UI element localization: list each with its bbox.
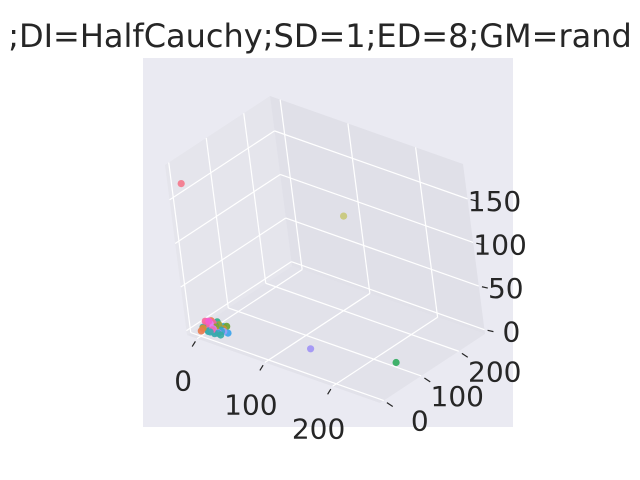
data-point: [197, 327, 205, 335]
data-point: [340, 212, 348, 220]
gridline: [347, 123, 371, 294]
left-wall-pane: [165, 96, 292, 335]
gridline: [180, 217, 287, 288]
gridline: [274, 130, 468, 200]
x-tick-label: 200: [292, 412, 345, 445]
chart-title: ;DI=HalfCauchy;SD=1;ED=8;GM=rand: [8, 17, 632, 55]
z-tick-mark: [470, 198, 477, 202]
gridline: [332, 316, 438, 387]
gridline: [190, 331, 384, 402]
y-tick-label: 0: [411, 405, 429, 438]
gridline: [291, 261, 485, 331]
z-tick-mark: [476, 242, 483, 246]
z-tick-mark: [487, 329, 494, 333]
gridline: [415, 147, 439, 318]
data-point: [307, 345, 315, 353]
y-tick-label: 200: [468, 355, 521, 388]
data-point: [392, 358, 400, 367]
gridline: [168, 162, 192, 333]
z-tick-mark: [481, 286, 488, 289]
x-tick-mark: [327, 388, 332, 395]
gridline: [264, 292, 371, 363]
gridline: [279, 99, 303, 270]
y-tick-mark: [461, 352, 469, 358]
gridline: [279, 173, 474, 244]
y-tick-label: 100: [431, 380, 484, 413]
back-wall-pane: [270, 96, 485, 334]
y-tick-mark: [424, 377, 431, 383]
z-tick-label: 50: [488, 272, 524, 305]
data-point: [206, 328, 214, 336]
x-tick-mark: [259, 364, 264, 371]
floor-pane: [187, 266, 485, 403]
data-point: [205, 317, 213, 325]
x-tick-label: 100: [224, 388, 277, 421]
z-tick-label: 0: [503, 316, 521, 349]
gridline: [205, 137, 229, 308]
z-tick-label: 100: [473, 228, 526, 261]
gridline: [285, 217, 479, 287]
data-point: [217, 331, 225, 339]
gridline: [228, 307, 422, 377]
z-tick-label: 150: [468, 185, 521, 218]
gridline: [174, 173, 281, 244]
gridline: [169, 130, 275, 201]
x-tick-mark: [191, 341, 196, 347]
y-tick-mark: [386, 402, 394, 408]
gridline: [265, 282, 459, 352]
x-tick-label: 0: [174, 365, 192, 398]
data-point: [177, 180, 185, 188]
gridline: [243, 113, 267, 284]
